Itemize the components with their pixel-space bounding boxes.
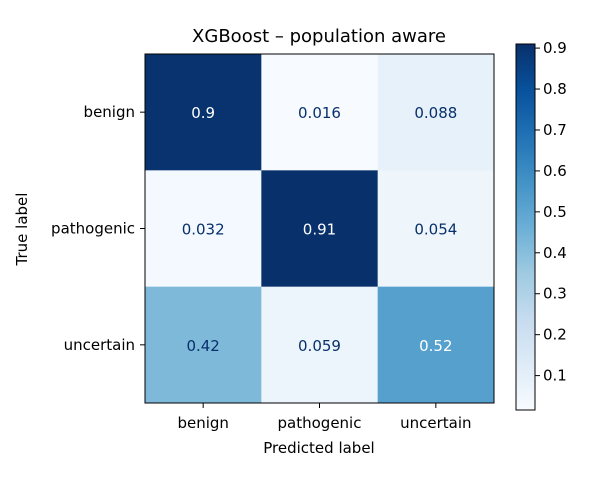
heatmap-cell: [145, 286, 262, 404]
cell-value-label: 0.059: [298, 337, 341, 355]
colorbar: [515, 43, 536, 411]
cell-value-label: 0.016: [298, 104, 341, 122]
colorbar-tick-label: 0.1: [543, 367, 567, 385]
cell-value-label: 0.9: [191, 104, 215, 122]
cell-value-label: 0.52: [419, 337, 452, 355]
y-tick-label: benign: [84, 103, 135, 121]
x-axis-label: Predicted label: [263, 439, 374, 457]
y-tick-label: pathogenic: [51, 220, 135, 238]
colorbar-tick-label: 0.5: [543, 203, 567, 221]
heatmap-cell: [377, 54, 495, 171]
cell-value-label: 0.032: [182, 221, 225, 239]
cell-value-label: 0.088: [414, 104, 457, 122]
x-axis-ticks: benign pathogenic uncertain: [177, 403, 472, 432]
cell-value-label: 0.054: [414, 221, 457, 239]
colorbar-tick-label: 0.9: [543, 39, 567, 57]
y-axis-label: True label: [13, 193, 31, 267]
cell-value-label: 0.42: [186, 337, 219, 355]
cell-value-label: 0.91: [303, 221, 336, 239]
colorbar-tick-label: 0.8: [543, 80, 567, 98]
heatmap-cell: [145, 170, 262, 288]
colorbar-tick-label: 0.6: [543, 162, 567, 180]
heatmap-cell: [145, 54, 262, 171]
x-tick-label: pathogenic: [278, 414, 362, 432]
heatmap-cell: [377, 170, 495, 288]
heatmap-cell-labels: 0.9 0.016 0.088 0.032 0.91 0.054 0.42 0.059 0.52: [182, 104, 458, 355]
colorbar-ticks: 0.1 0.2 0.3 0.4 0.5 0.6 0.7 0.8 0.9: [535, 39, 567, 385]
heatmap-cell: [377, 286, 495, 404]
heatmap-cell: [261, 286, 379, 404]
y-axis-ticks: benign pathogenic uncertain: [51, 103, 145, 354]
y-tick-label: uncertain: [64, 336, 135, 354]
colorbar-tick-label: 0.4: [543, 244, 567, 262]
x-tick-label: uncertain: [400, 414, 471, 432]
heatmap-cells: [145, 54, 495, 404]
heatmap-cell: [261, 170, 379, 288]
colorbar-tick-label: 0.7: [543, 121, 567, 139]
heatmap-cell: [261, 54, 379, 171]
x-tick-label: benign: [177, 414, 228, 432]
chart-title: XGBoost – population aware: [192, 26, 446, 47]
colorbar-tick-label: 0.2: [543, 326, 567, 344]
colorbar-tick-label: 0.3: [543, 285, 567, 303]
